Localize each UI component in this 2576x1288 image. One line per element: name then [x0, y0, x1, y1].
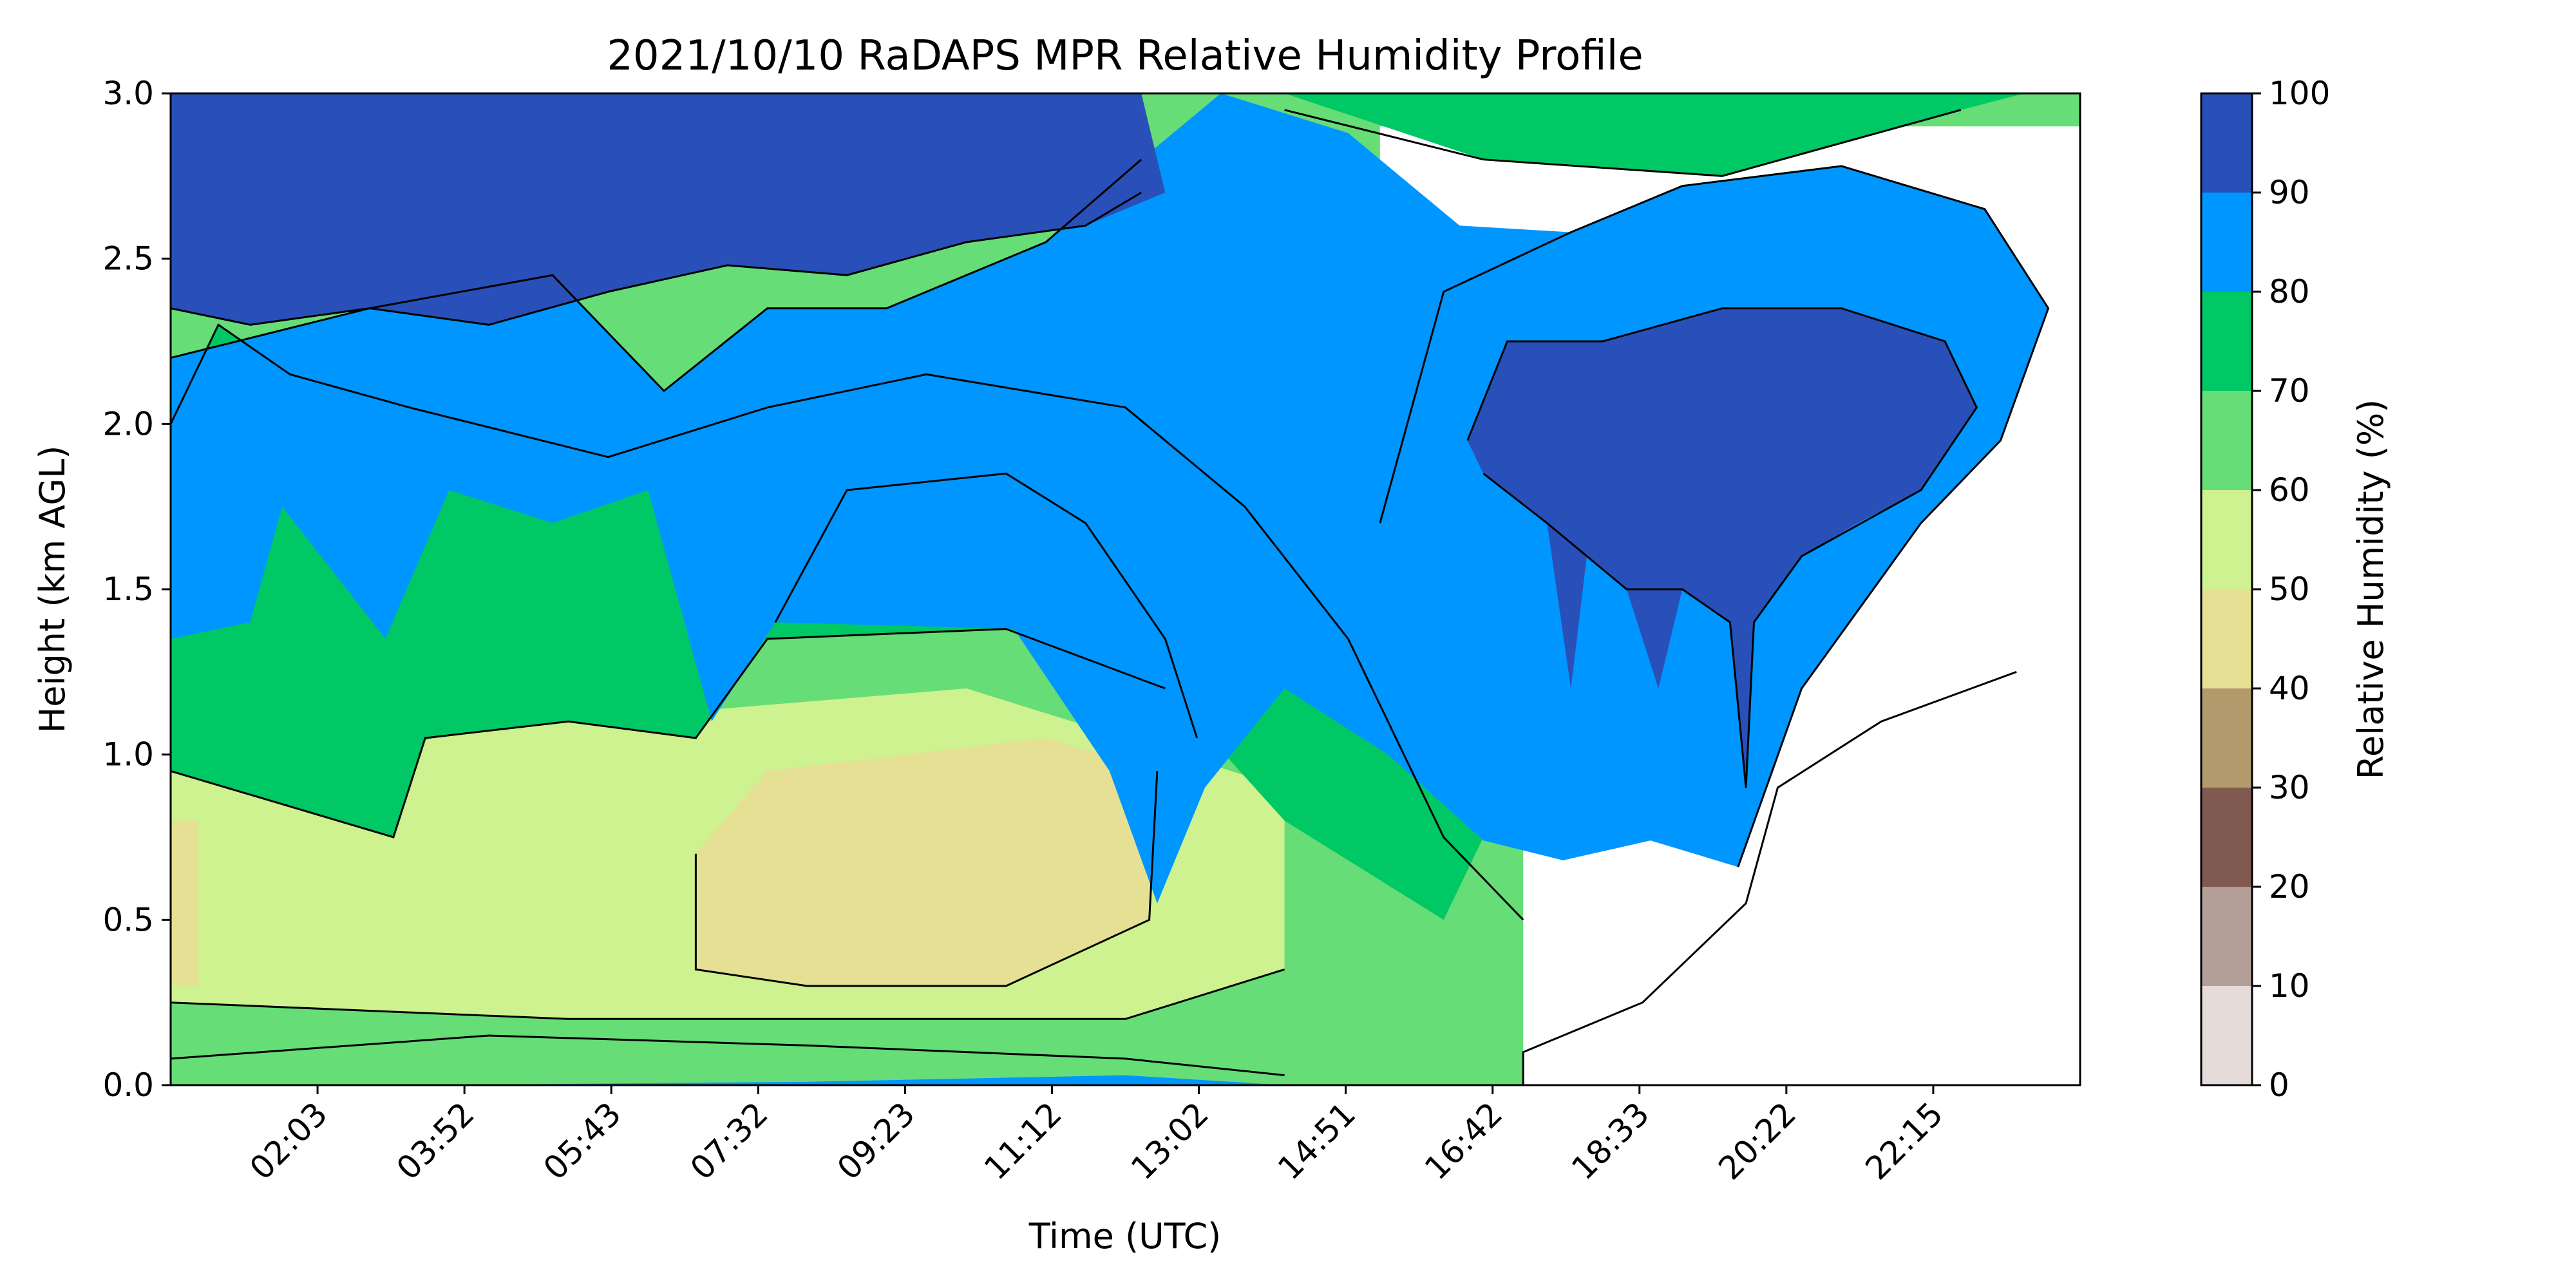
colorbar-tick-label: 20 [2269, 868, 2310, 905]
region-tan-left-edge [171, 820, 199, 986]
chart-plot-area [169, 92, 2081, 1086]
y-axis-label: Height (km AGL) [32, 446, 73, 734]
colorbar-tick-label: 0 [2269, 1066, 2289, 1104]
colorbar-tick-label: 30 [2269, 769, 2310, 806]
contour-rh-50-contour [694, 771, 1159, 987]
colorbar-swatch [2201, 986, 2252, 1085]
colorbar-swatch [2201, 688, 2252, 788]
contour-rh-90-contour-top [171, 191, 1142, 326]
y-tick-label: 2.0 [102, 405, 154, 442]
y-tick-label: 1.5 [102, 571, 154, 608]
contour-rh-70-upper-right-contour [1284, 109, 1962, 177]
x-tick-label: 07:32 [683, 1095, 775, 1187]
region-tan-core [696, 738, 1157, 986]
colorbar-swatch [2201, 93, 2252, 193]
colorbar-tick-label: 60 [2269, 471, 2310, 509]
colorbar-swatch [2201, 887, 2252, 986]
contour-rh-60-contour [171, 628, 1166, 838]
y-axis: 0.0 0.5 1.0 1.5 2.0 2.5 3.0 [102, 75, 171, 1104]
contour-rh-60-evening-contour [1522, 670, 2017, 1085]
contour-rh-70-contour-mid [171, 323, 1524, 921]
colorbar-tick-label: 80 [2269, 273, 2310, 310]
y-tick-label: 1.0 [102, 736, 154, 773]
colorbar-tick-label: 90 [2269, 174, 2310, 211]
colorbar-tick-label: 100 [2269, 75, 2330, 112]
colorbar-tick-label: 10 [2269, 967, 2310, 1005]
y-tick-label: 0.5 [102, 901, 154, 938]
region-blue-humid-layer [171, 93, 2049, 904]
contour-rh-90-evening-contour [1466, 307, 1978, 788]
x-tick-label: 22:15 [1858, 1095, 1950, 1187]
contour-rh-60-low-contour [171, 968, 1285, 1020]
x-tick-label: 14:51 [1271, 1095, 1363, 1187]
y-tick-label: 0.0 [102, 1066, 154, 1104]
contour-rh-80-contour-core [774, 472, 1198, 739]
x-axis: 02:03 03:52 05:43 07:32 09:23 11:12 13:02 14:51… [243, 1085, 1950, 1187]
colorbar-swatch [2201, 391, 2252, 490]
colorbar-swatch [2201, 193, 2252, 292]
contour-rh-80-evening-contour [1379, 165, 2050, 867]
x-tick-label: 02:03 [243, 1095, 335, 1187]
x-tick-label: 03:52 [390, 1095, 482, 1187]
x-tick-label: 05:43 [536, 1095, 629, 1187]
colorbar-swatch [2201, 490, 2252, 589]
x-tick-label: 18:33 [1564, 1095, 1656, 1187]
colorbar-swatch [2201, 589, 2252, 688]
colorbar-tick-label: 50 [2269, 571, 2310, 608]
region-navy-evening-cloud [1467, 308, 1977, 788]
region-blue-surface-band [409, 1075, 1285, 1085]
colorbar-swatch [2201, 788, 2252, 887]
y-tick-label: 3.0 [102, 75, 154, 112]
x-tick-label: 20:22 [1711, 1095, 1803, 1187]
colorbar-tick-label: 40 [2269, 670, 2310, 707]
region-navy-saturated-top [171, 93, 1166, 325]
x-tick-label: 13:02 [1124, 1095, 1216, 1187]
colorbar-tick-label: 70 [2269, 372, 2310, 410]
y-tick-label: 2.5 [102, 240, 154, 278]
x-tick-label: 16:42 [1417, 1095, 1510, 1187]
contour-rh-80-contour-upper [171, 158, 1142, 393]
x-axis-label: Time (UTC) [1028, 1216, 1222, 1256]
colorbar-label: Relative Humidity (%) [2351, 399, 2391, 779]
chart-title: 2021/10/10 RaDAPS MPR Relative Humidity … [607, 32, 1643, 80]
colorbar: 0 10 20 30 40 50 60 70 80 90 100 [2200, 75, 2330, 1104]
colorbar-swatch [2201, 292, 2252, 391]
x-tick-label: 09:23 [830, 1095, 922, 1187]
x-tick-label: 11:12 [977, 1095, 1069, 1187]
contour-rh-70-surface-contour [171, 1034, 1285, 1077]
region-green-upper-evening [1284, 93, 2025, 176]
